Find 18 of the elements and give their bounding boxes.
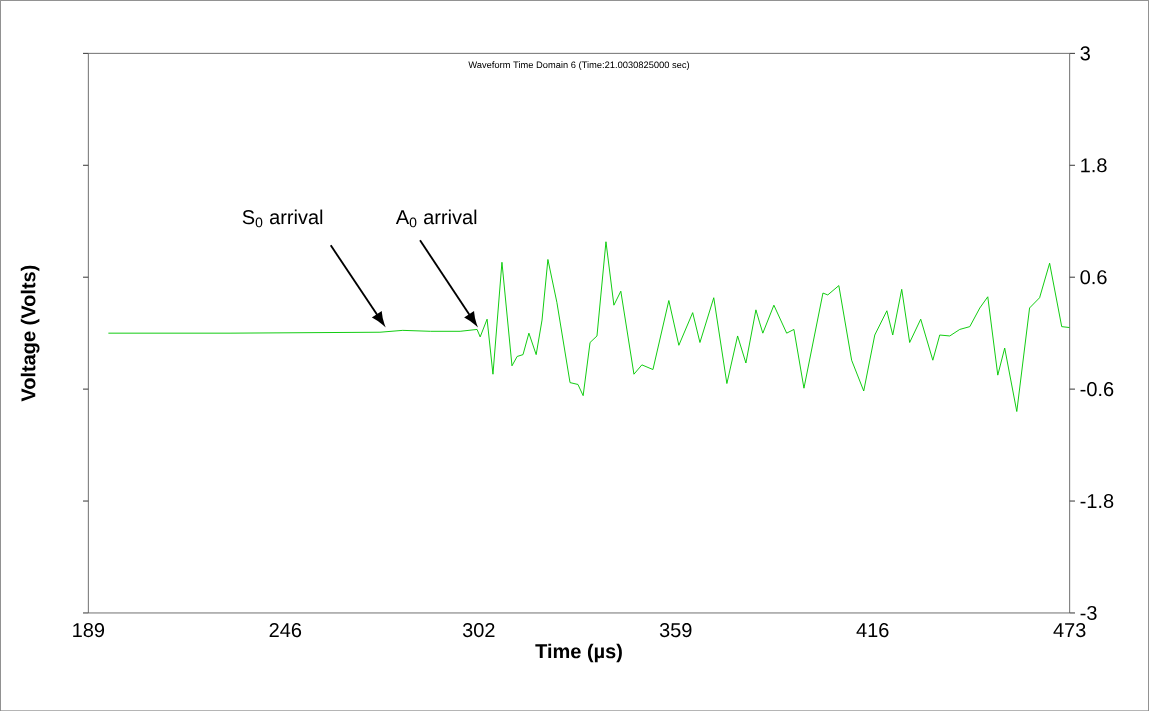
- y-tick-label: -0.6: [1080, 381, 1114, 397]
- x-axis-title: Time (µs): [535, 643, 622, 663]
- line-series: [107, 241, 1070, 412]
- x-tick-label: 302: [462, 622, 495, 638]
- y-tick-label: -3: [1080, 605, 1097, 620]
- x-tick-label: 246: [269, 622, 302, 638]
- y-tick-label: -1.8: [1080, 493, 1114, 508]
- y-axis-title: Voltage (Volts): [20, 265, 40, 402]
- y-tick-label: 1.8: [1081, 158, 1107, 173]
- x-tick-label: 189: [73, 622, 105, 638]
- x-tick-label: 416: [856, 622, 889, 638]
- x-tick-label: 473: [1053, 622, 1086, 638]
- annotation: A$_{0}$ arrival: [395, 209, 477, 228]
- y-tick-label: 0.6: [1080, 269, 1107, 285]
- y-tick-label: 3: [1080, 46, 1090, 61]
- text: Waveform Time Domain 6 (Time:21.0030825000 sec): [468, 61, 690, 70]
- x-tick-label: 359: [659, 622, 692, 638]
- annotation: S$_{0}$ arrival: [242, 209, 323, 228]
